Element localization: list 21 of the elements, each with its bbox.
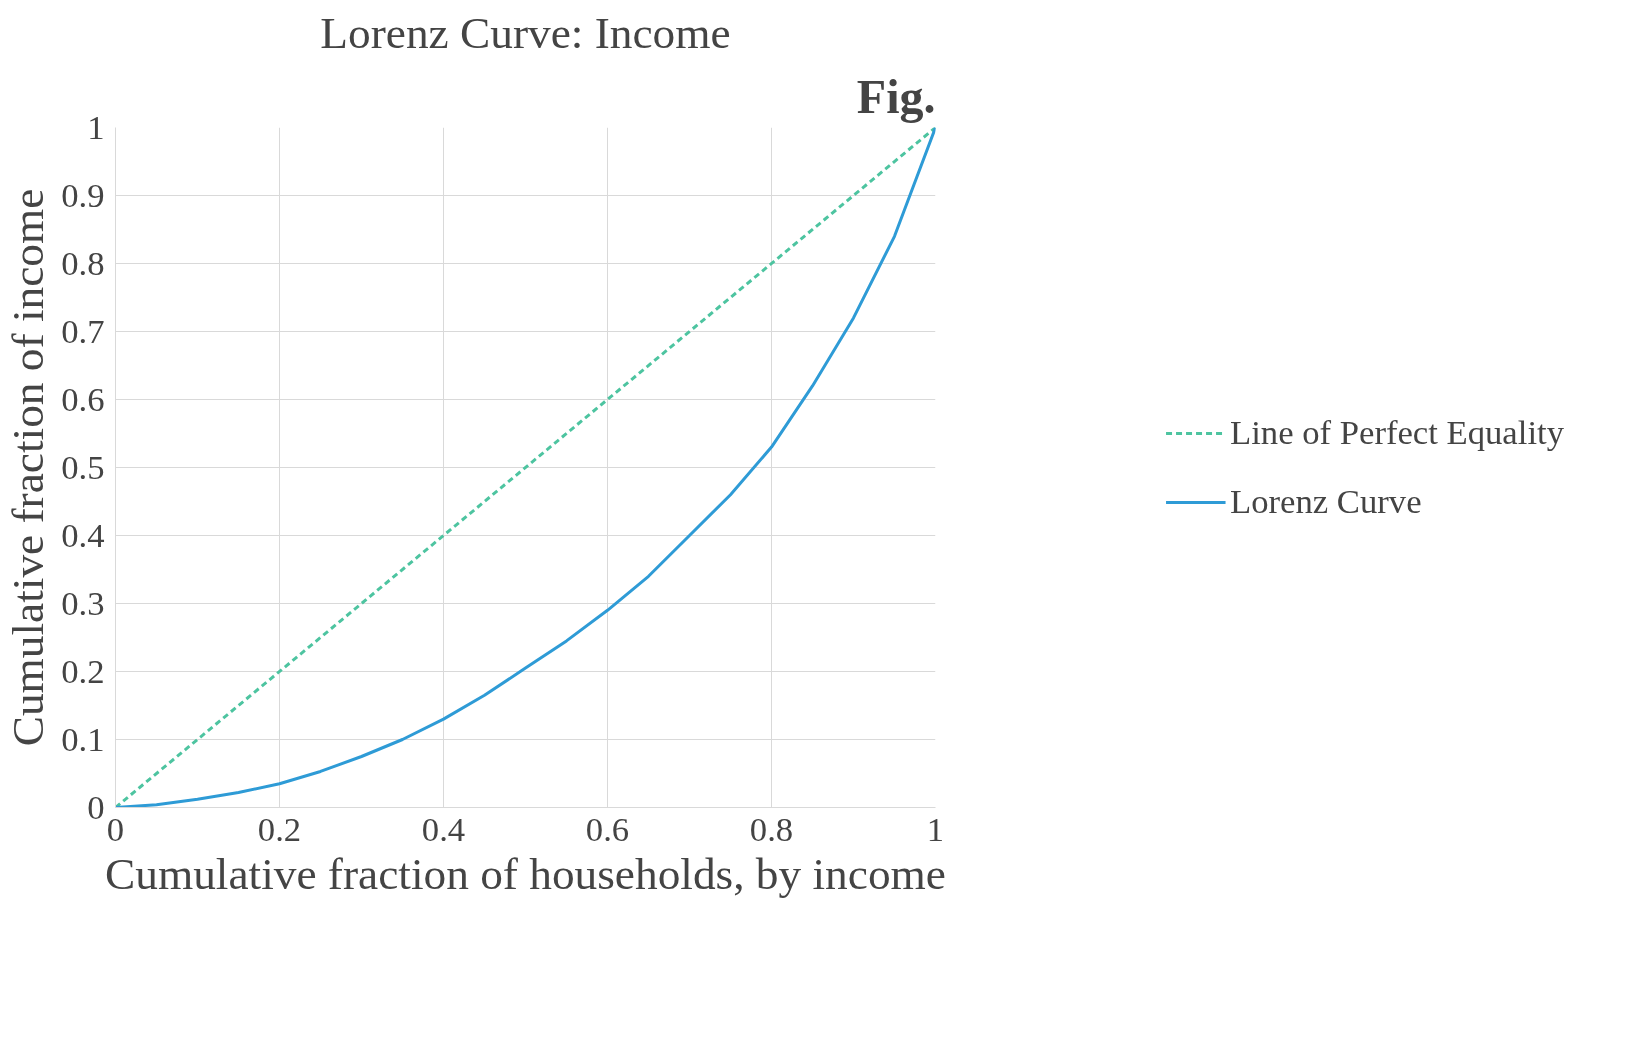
x-tick-label: 0.6 (585, 809, 630, 848)
y-axis-title: Cumulative fraction of income (3, 188, 54, 747)
y-tick-label: 0.4 (61, 515, 105, 554)
x-axis-title: Cumulative fraction of households, by income (105, 848, 946, 899)
y-tick-label: 1 (87, 107, 105, 146)
chart-title: Lorenz Curve: Income (320, 7, 731, 58)
y-tick-label: 0.3 (61, 583, 105, 622)
x-tick-label: 0.2 (257, 809, 302, 848)
y-tick-label: 0.9 (61, 175, 105, 214)
text: Fig. (856, 69, 936, 123)
y-tick-label: 0.5 (61, 447, 105, 486)
legend-label: Lorenz Curve (1230, 482, 1422, 521)
y-tick-label: 0.6 (61, 379, 105, 418)
y-tick-label: 0.8 (61, 243, 105, 282)
x-tick-label: 1 (926, 809, 945, 848)
x-tick-label: 0.8 (749, 809, 794, 848)
y-tick-label: 0.1 (61, 719, 105, 758)
y-tick-label: 0.7 (61, 311, 105, 350)
y-tick-label: 0.2 (61, 651, 105, 690)
x-tick-label: 0.4 (421, 809, 466, 848)
legend-label: Line of Perfect Equality (1230, 413, 1564, 452)
